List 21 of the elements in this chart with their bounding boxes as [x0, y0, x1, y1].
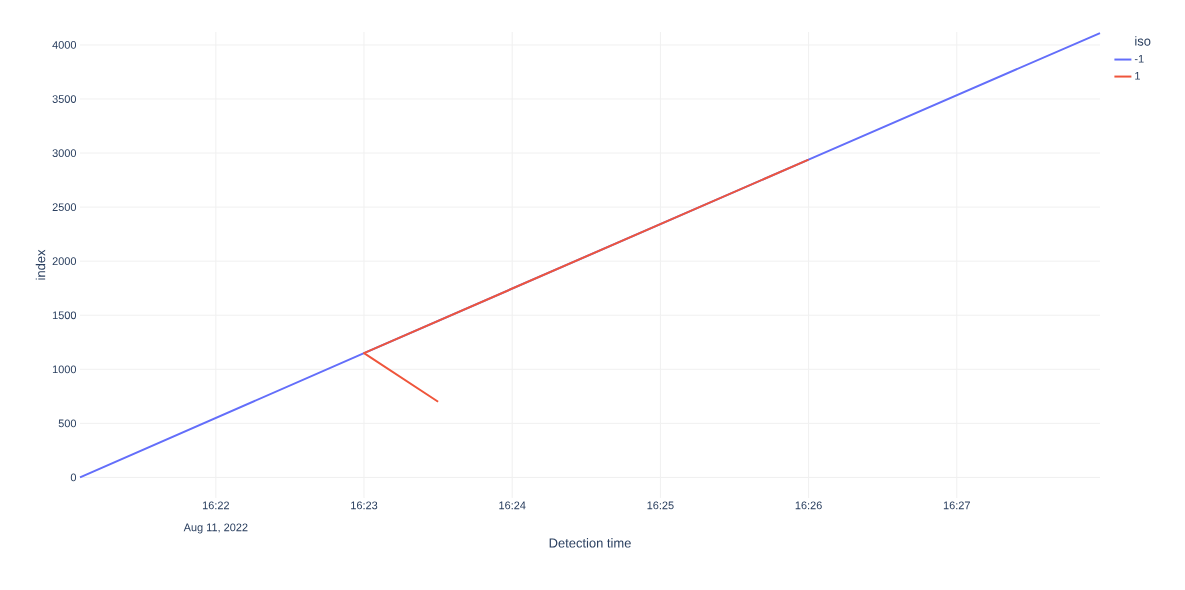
y-tick-label: 3000 [52, 149, 77, 157]
y-tick-label: 3500 [52, 95, 77, 103]
y-tick-label: 0 [70, 473, 77, 482]
x-tick-label: 16:27 [943, 501, 970, 510]
y-tick-label: 1500 [52, 311, 77, 320]
y-tick-label: 1000 [52, 365, 77, 374]
x-axis-title: Detection time [549, 538, 631, 548]
y-tick-label: 4000 [52, 41, 77, 49]
legend-label: 1 [1135, 72, 1140, 80]
y-tick-label: 2000 [52, 257, 77, 266]
x-tick-label: 16:26 [795, 501, 822, 510]
y-tick-label: 2500 [52, 203, 77, 212]
x-tick-label: 16:22 [202, 501, 230, 510]
legend-label: -1 [1134, 55, 1144, 63]
x-tick-label: 16:24 [499, 501, 526, 510]
x-tick-label: 16:25 [647, 501, 674, 510]
x-tick-label: 16:23 [351, 501, 378, 510]
y-axis-title: index [35, 249, 46, 280]
y-tick-label: 500 [58, 419, 77, 428]
text: Aug 11, 2022 [183, 523, 248, 534]
legend-title: iso [1135, 36, 1151, 46]
